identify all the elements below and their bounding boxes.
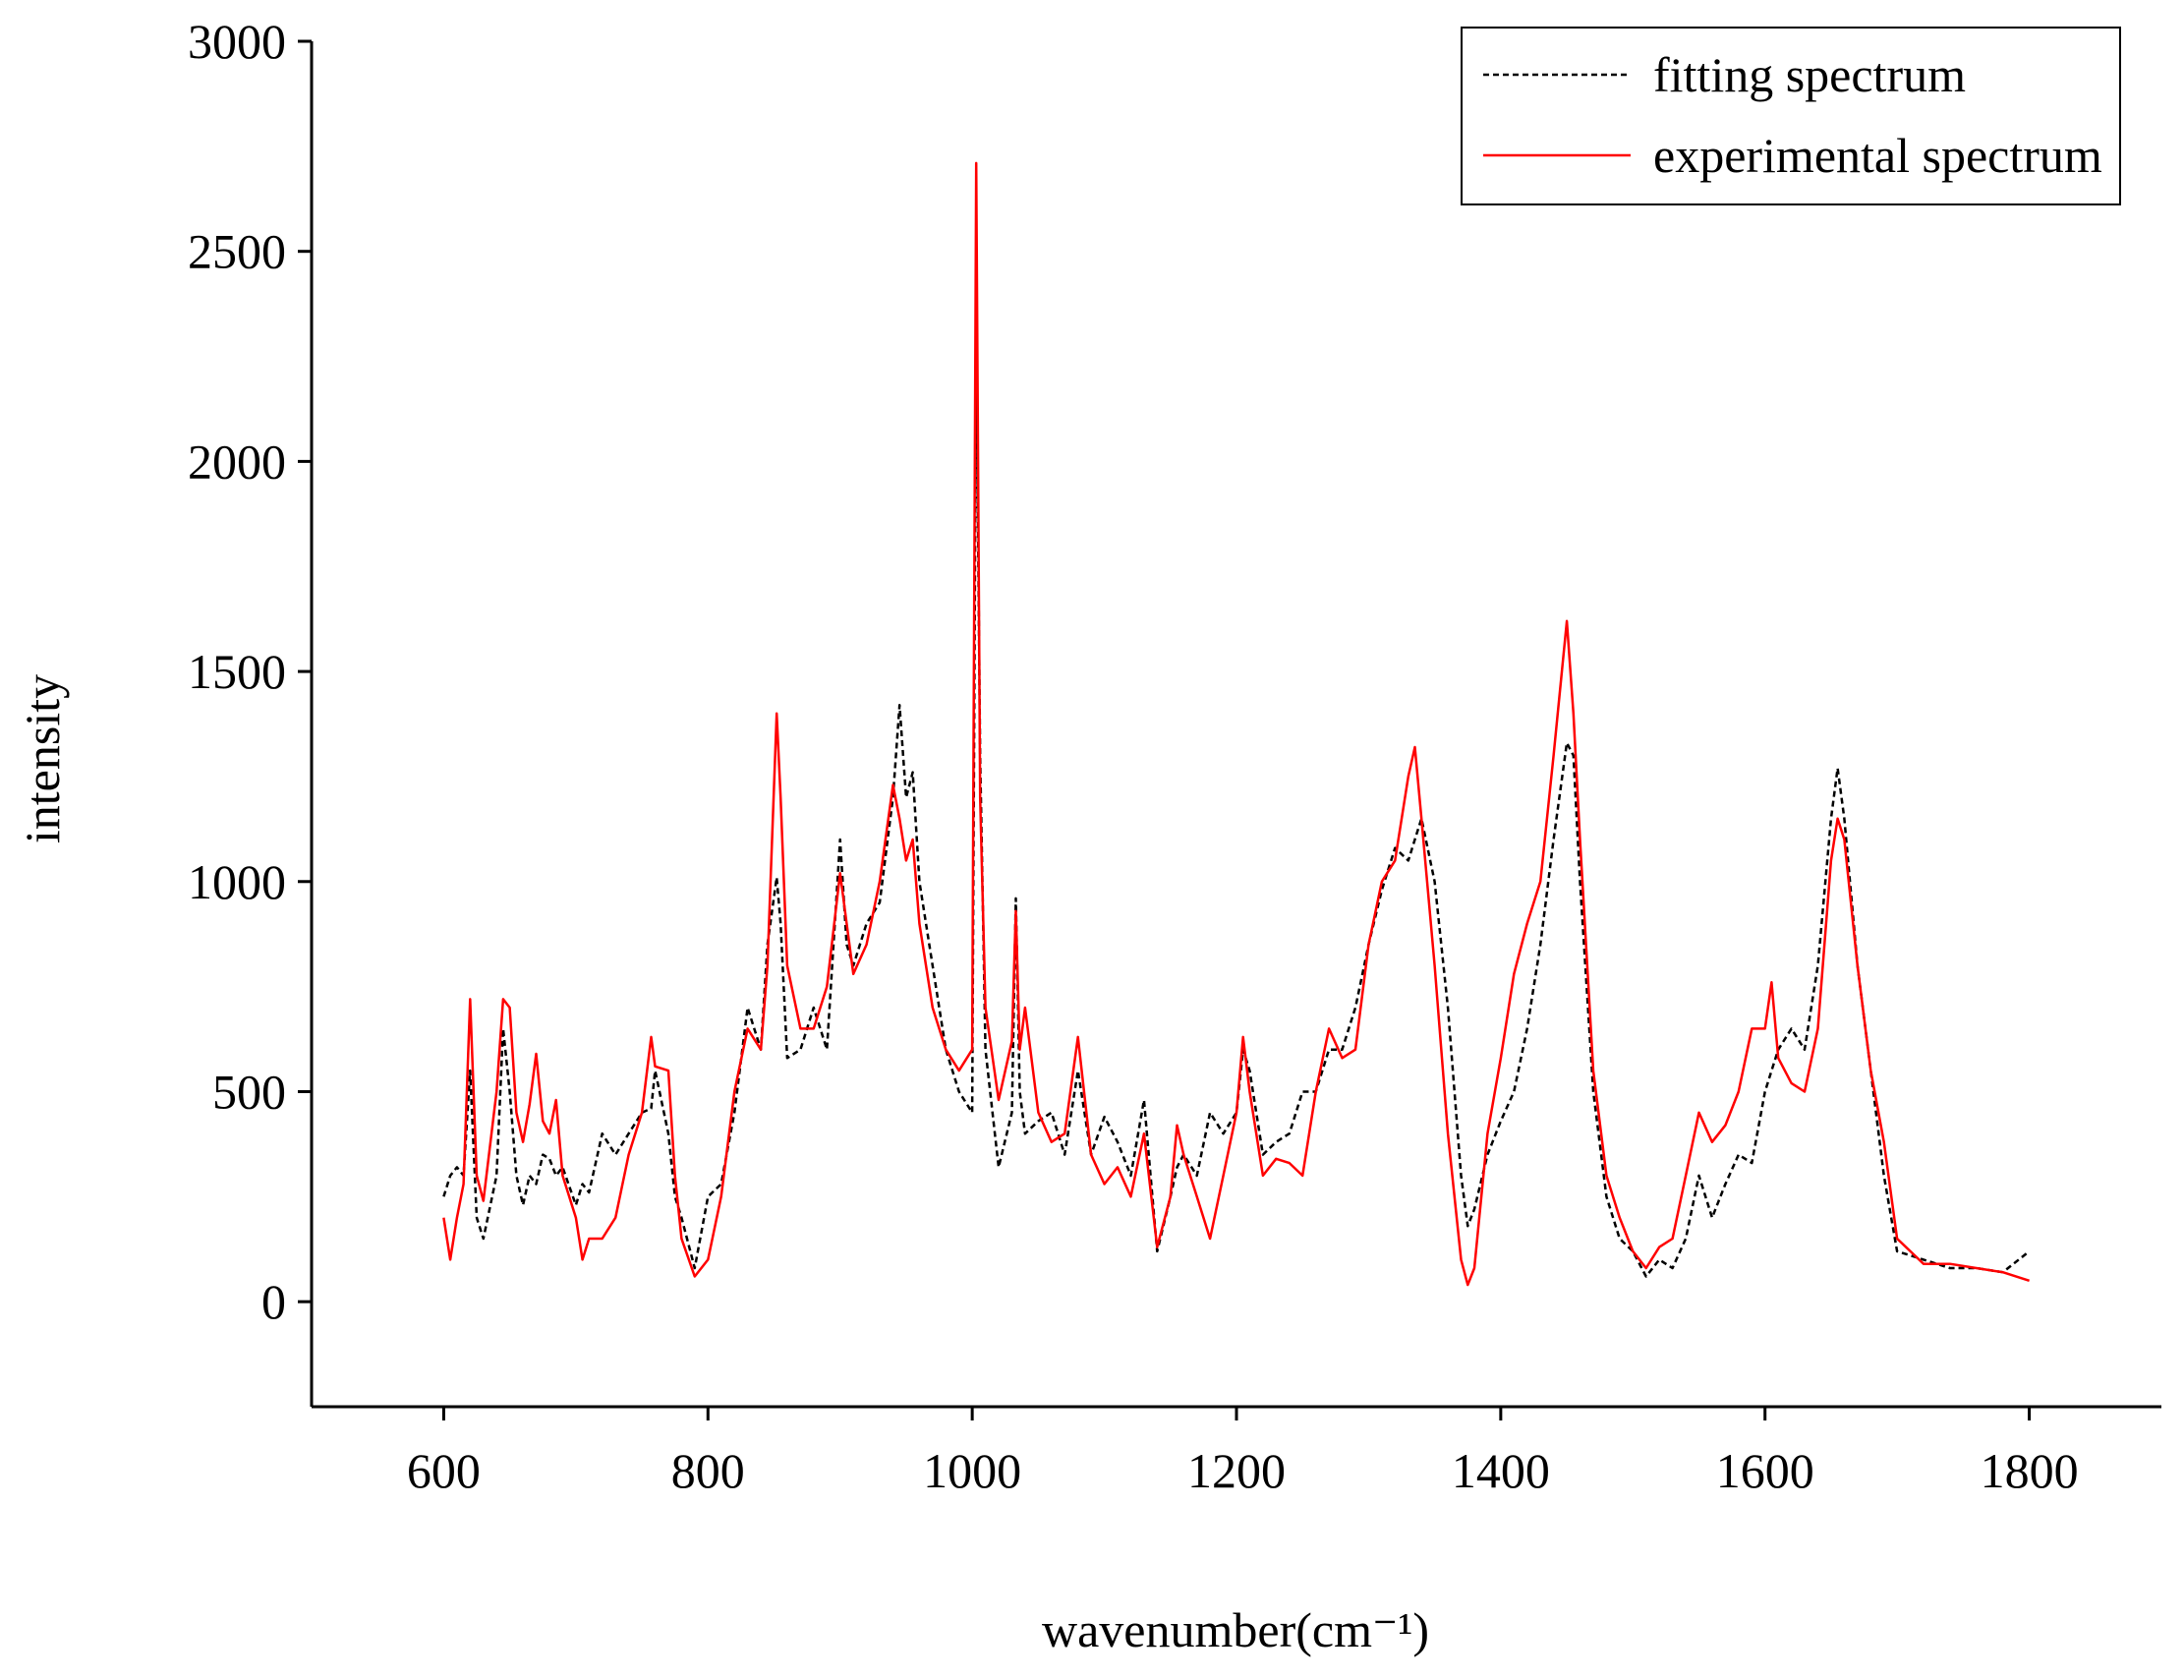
legend-label: experimental spectrum — [1653, 128, 2102, 183]
x-tick-label: 600 — [407, 1443, 481, 1498]
series-line — [442, 333, 2031, 1278]
x-tick-label: 1200 — [1187, 1443, 1286, 1498]
x-tick-label: 1800 — [1981, 1443, 2079, 1498]
x-axis-label: wavenumber(cm⁻¹) — [1042, 1602, 1429, 1657]
y-axis-label: intensity — [15, 674, 70, 843]
y-tick-label: 3000 — [188, 14, 286, 69]
y-tick-label: 0 — [261, 1274, 286, 1329]
x-tick-label: 1400 — [1452, 1443, 1550, 1498]
legend-label: fitting spectrum — [1653, 47, 1966, 102]
x-tick-label: 800 — [671, 1443, 745, 1498]
x-tick-label: 1600 — [1716, 1443, 1814, 1498]
y-tick-label: 2500 — [188, 224, 286, 279]
series-line — [442, 161, 2030, 1287]
x-tick-label: 1000 — [923, 1443, 1021, 1498]
legend-box — [1461, 27, 2121, 205]
y-tick-label: 2000 — [188, 434, 286, 489]
y-tick-label: 1500 — [188, 644, 286, 699]
y-tick-label: 1000 — [188, 854, 286, 909]
y-tick-label: 500 — [212, 1064, 286, 1119]
